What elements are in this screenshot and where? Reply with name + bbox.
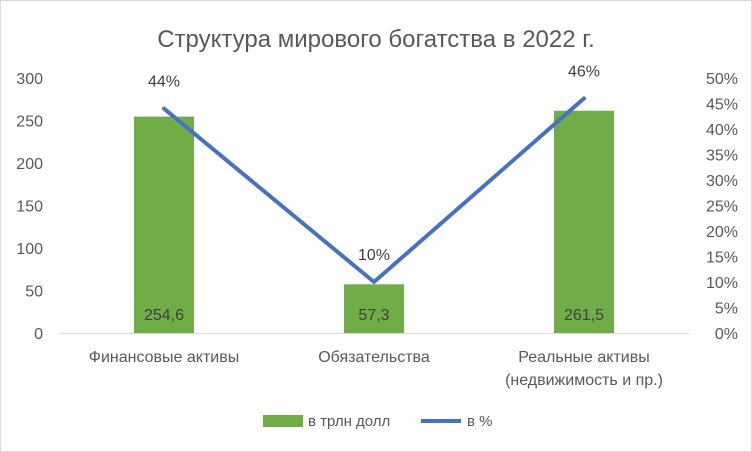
y-left-tick-label: 100: [16, 241, 43, 258]
x-axis-categories: Финансовые активы Обязательства Реальные а…: [89, 349, 663, 389]
y-left-tick-label: 250: [16, 114, 43, 131]
line-data-label: 46%: [568, 63, 600, 80]
line-series: 44% 10% 46%: [148, 63, 600, 284]
y-axis-left: 0 50 100 150 200 250 300: [16, 71, 43, 343]
bar-data-label: 261,5: [564, 307, 604, 324]
bar-data-label: 254,6: [144, 307, 184, 324]
x-axis-category-label: Финансовые активы: [89, 349, 239, 366]
chart-title: Структура мирового богатства в 2022 г.: [157, 26, 595, 53]
bar-data-label: 57,3: [358, 307, 389, 324]
y-right-tick-label: 0%: [715, 326, 738, 343]
bar: [134, 116, 194, 333]
series-line: [162, 96, 586, 284]
legend-bar-swatch: [263, 415, 303, 427]
line-data-label: 44%: [148, 74, 180, 91]
y-right-tick-label: 5%: [715, 301, 738, 318]
x-axis-category-label: Реальные активы: [518, 349, 649, 366]
y-right-tick-label: 35%: [706, 148, 738, 165]
y-right-tick-label: 30%: [706, 173, 738, 190]
line-data-label: 10%: [358, 247, 390, 264]
legend: в трлн долл в %: [263, 413, 492, 430]
bar-series: 254,6 57,3 261,5: [134, 110, 614, 333]
y-right-tick-label: 25%: [706, 199, 738, 216]
legend-line-label: в %: [467, 413, 492, 430]
y-axis-right: 0% 5% 10% 15% 20% 25% 30% 35% 40% 45% 50%: [706, 71, 738, 343]
y-left-tick-label: 150: [16, 199, 43, 216]
y-left-tick-label: 50: [25, 284, 43, 301]
y-right-tick-label: 15%: [706, 250, 738, 267]
y-right-tick-label: 50%: [706, 71, 738, 88]
x-axis-category-label: Обязательства: [318, 349, 430, 366]
y-left-tick-label: 0: [34, 326, 43, 343]
x-axis-category-label: (недвижимость и пр.): [505, 372, 663, 389]
y-left-tick-label: 300: [16, 71, 43, 88]
y-right-tick-label: 45%: [706, 97, 738, 114]
bar: [554, 110, 614, 333]
legend-bar-label: в трлн долл: [308, 413, 390, 430]
y-left-tick-label: 200: [16, 156, 43, 173]
y-right-tick-label: 20%: [706, 224, 738, 241]
y-right-tick-label: 40%: [706, 122, 738, 139]
y-right-tick-label: 10%: [706, 275, 738, 292]
bar: [344, 284, 404, 333]
